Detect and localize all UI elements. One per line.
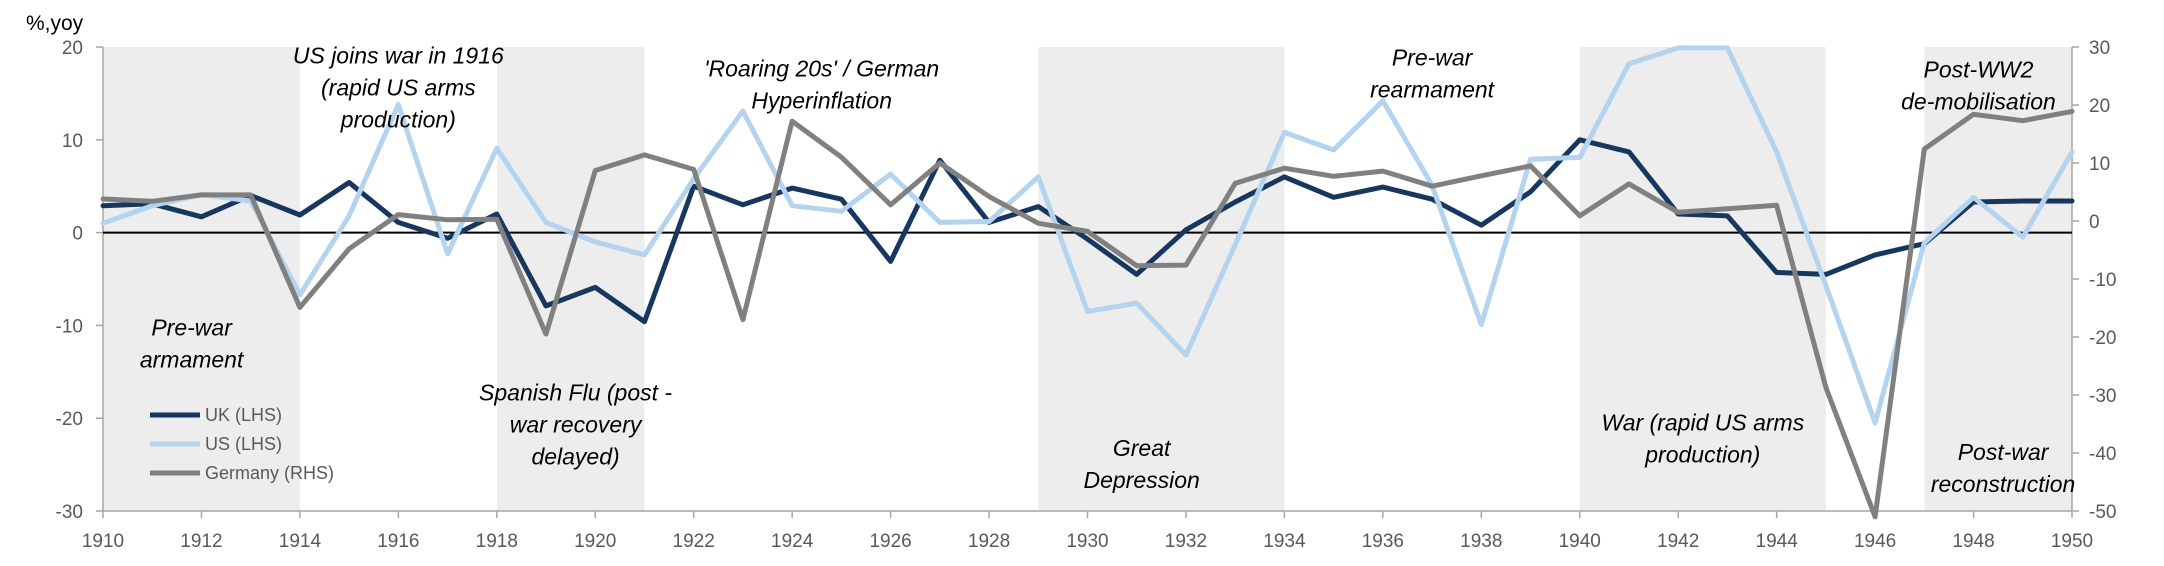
x-tick-label: 1928 [968,531,1010,552]
x-tick-label: 1938 [1460,531,1502,552]
annotation-3: Post-WW2 de-mobilisation [1901,57,2056,115]
right-tick-label: -10 [2089,270,2116,291]
legend: UK (LHS) US (LHS) Germany (RHS) [150,405,334,483]
series-lines [100,45,2075,520]
x-tick-label: 1920 [574,531,616,552]
shaded-period-1910-1914 [103,47,300,511]
left-tick-label: 10 [62,131,83,152]
x-tick-label: 1926 [869,531,911,552]
right-tick-label: 10 [2089,154,2110,175]
x-tick-label: 1918 [476,531,518,552]
annotation-7: War (rapid US arms production) [1601,409,1804,467]
x-tick-label: 1946 [1854,531,1896,552]
x-tick-label: 1934 [1263,531,1306,552]
x-tick-label: 1916 [377,531,419,552]
annotation-4: Pre-war armament [140,315,245,373]
shaded-period-1929-1934 [1038,47,1285,511]
right-tick-label: 20 [2089,96,2110,117]
legend-label: US (LHS) [205,434,282,454]
legend-label: Germany (RHS) [205,463,334,483]
x-tick-label: 1912 [180,531,222,552]
x-tick-label: 1950 [2051,531,2093,552]
right-tick-label: 30 [2089,38,2110,59]
right-tick-label: -20 [2089,328,2116,349]
x-tick-label: 1924 [771,531,814,552]
series-line-germany [100,108,2075,520]
left-tick-label: -10 [56,316,83,337]
legend-label: UK (LHS) [205,405,282,425]
series-line-uk [100,137,2075,325]
x-tick-label: 1948 [1952,531,1994,552]
y-unit-label: %,yoy [26,12,84,35]
annotation-0: US joins war in 1916 (rapid US arms produc… [293,43,504,133]
shaded-period-1940-1945 [1579,47,1826,511]
shaded-periods [103,47,2072,511]
x-tick-label: 1944 [1756,531,1799,552]
left-tick-label: -30 [56,502,83,523]
shaded-period-1918-1921 [496,47,645,511]
series-line-us [100,45,2075,426]
left-tick-label: 20 [62,38,83,59]
left-tick-label: -20 [56,409,83,430]
x-tick-label: 1930 [1066,531,1108,552]
annotations: US joins war in 1916 (rapid US arms produc… [140,43,2075,497]
x-tick-label: 1914 [279,531,322,552]
x-tick-label: 1936 [1362,531,1404,552]
x-tick-label: 1940 [1559,531,1601,552]
annotation-6: Great Depression [1083,435,1199,493]
shaded-period-1947-1950 [1924,47,2072,511]
annotation-8: Post-war reconstruction [1931,439,2075,497]
x-tick-label: 1910 [82,531,124,552]
x-tick-label: 1942 [1657,531,1699,552]
right-tick-label: -30 [2089,386,2116,407]
right-tick-label: -50 [2089,502,2116,523]
left-tick-label: 0 [72,224,83,245]
x-tick-label: 1932 [1165,531,1207,552]
right-tick-label: 0 [2089,212,2100,233]
right-tick-label: -40 [2089,444,2116,465]
x-tick-label: 1922 [673,531,715,552]
annotation-1: 'Roaring 20s' / German Hyperinflation [704,56,939,114]
annotation-5: Spanish Flu (post -war recovery delayed) [479,380,672,470]
annotation-2: Pre-war rearmament [1370,45,1496,103]
